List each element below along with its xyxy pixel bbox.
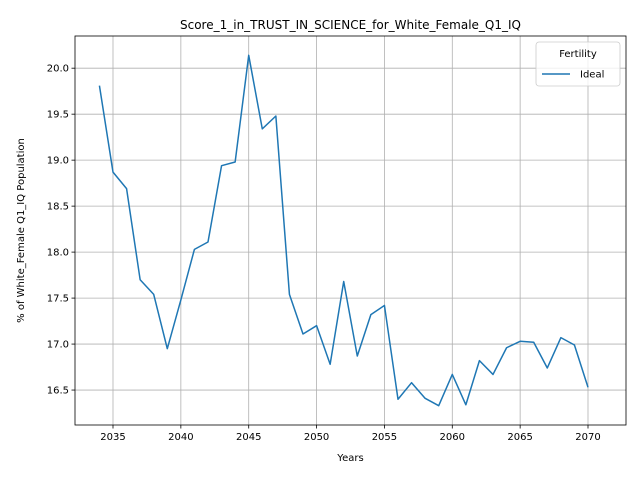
y-tick-label: 19.0: [47, 156, 69, 167]
x-tick-label: 2055: [372, 432, 397, 443]
x-axis: 2035 2040 2045 2050 2055 2060 2065 2070: [100, 425, 601, 443]
series-line-ideal: [98, 54, 589, 407]
y-axis-label: % of White_Female Q1_IQ Population: [16, 138, 27, 323]
legend-title: Fertility: [559, 49, 597, 60]
x-tick-label: 2065: [507, 432, 532, 443]
y-tick-label: 17.5: [47, 294, 69, 305]
y-axis: 16.5 17.0 17.5 18.0 18.5 19.0 19.5 20.0: [47, 64, 75, 397]
y-tick-label: 19.5: [47, 110, 69, 121]
legend-box: [535, 41, 621, 87]
y-tick-label: 17.0: [47, 340, 69, 351]
plot-frame: [74, 35, 627, 426]
y-tick-label: 20.0: [47, 64, 69, 75]
y-tick-label: 18.5: [47, 202, 69, 213]
x-tick-label: 2060: [440, 432, 465, 443]
series-layer: [98, 54, 589, 407]
x-tick-label: 2045: [236, 432, 261, 443]
x-tick-label: 2050: [304, 432, 329, 443]
x-tick-label: 2070: [575, 432, 600, 443]
legend: Fertility Ideal: [535, 41, 621, 87]
x-axis-label: Years: [336, 453, 363, 464]
y-tick-label: 16.5: [47, 386, 69, 397]
y-tick-label: 18.0: [47, 248, 69, 259]
x-tick-label: 2035: [100, 432, 125, 443]
x-tick-label: 2040: [168, 432, 193, 443]
legend-label-ideal: Ideal: [580, 70, 604, 81]
chart-title: Score_1_in_TRUST_IN_SCIENCE_for_White_Fe…: [180, 18, 521, 32]
